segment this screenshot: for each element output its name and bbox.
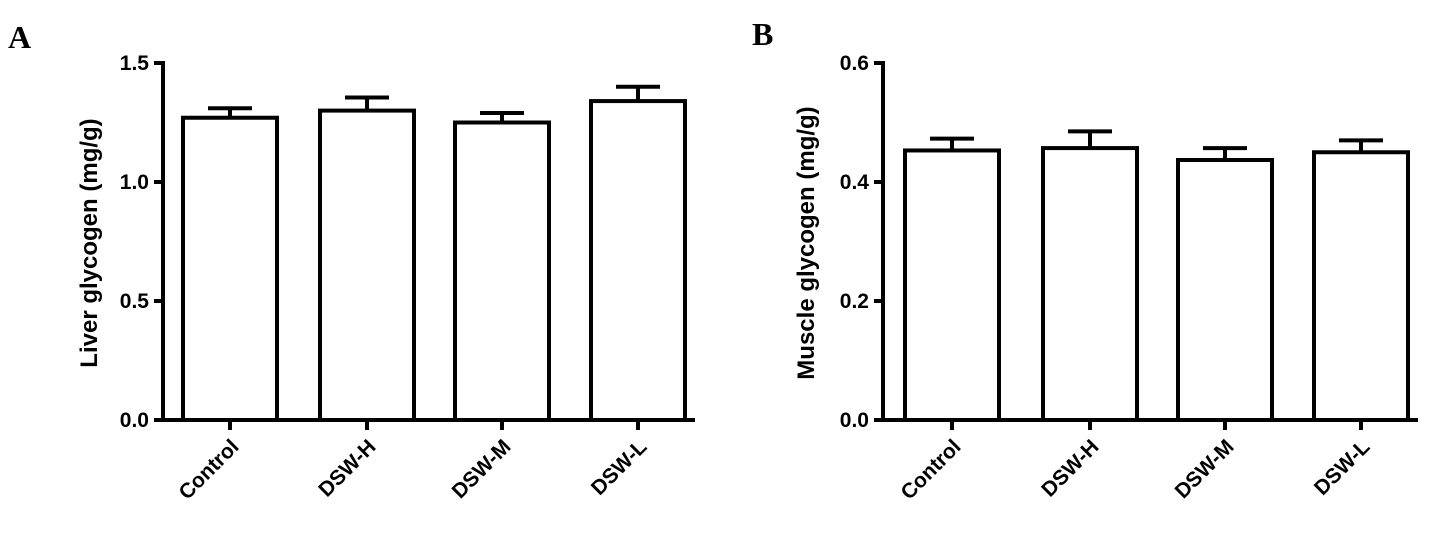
plot-area-b: 0.0 0.2 0.4 0.6 Control DSW-H DSW-M DSW-L: [840, 52, 1418, 504]
y-tick-label-a: 1.0: [120, 171, 149, 194]
bar-b-dsw-m: [1176, 157, 1274, 423]
y-axis-title-b: Muscle glycogen (mg/g): [793, 106, 820, 379]
bar-a-dsw-m: [453, 120, 551, 422]
y-tick-label-b: 0.2: [840, 290, 869, 313]
y-tick-label-b: 0.6: [840, 52, 869, 75]
x-tick-label-a: Control: [174, 435, 243, 504]
bar-b-dsw-h: [1041, 146, 1139, 423]
panel-letter-b: B: [752, 16, 773, 52]
y-tick-label-a: 0.0: [120, 409, 149, 432]
x-tick-label-b: DSW-L: [1310, 435, 1375, 500]
y-axis-title-a: Liver glycogen (mg/g): [76, 118, 103, 367]
x-tick-label-a: DSW-H: [314, 435, 380, 501]
x-tick-label-b: Control: [896, 435, 965, 504]
y-tick-label-b: 0.0: [840, 409, 869, 432]
bar-b-control: [903, 148, 1001, 422]
panel-b: B Muscle glycogen (mg/g) 0.0 0.2 0.4 0.6 Con…: [752, 16, 1418, 504]
panel-letter-a: A: [8, 19, 31, 55]
y-tick-label-b: 0.4: [840, 171, 870, 194]
y-tick-label-a: 0.5: [120, 290, 150, 313]
x-tick-label-a: DSW-M: [448, 435, 516, 503]
x-tick-label-b: DSW-M: [1171, 435, 1239, 503]
bar-a-control: [181, 115, 279, 423]
panel-a: A Liver glycogen (mg/g) 0.0 0.5 1.0 1.5 Cont…: [8, 19, 695, 504]
bar-a-dsw-l: [589, 99, 687, 423]
bar-b-dsw-l: [1312, 150, 1410, 422]
x-tick-label-a: DSW-L: [587, 435, 652, 500]
x-tick-label-b: DSW-H: [1037, 435, 1103, 501]
plot-area-a: 0.0 0.5 1.0 1.5 Control DSW-H DSW-M DSW-L: [120, 52, 695, 504]
y-tick-label-a: 1.5: [120, 52, 150, 75]
bar-a-dsw-h: [318, 108, 416, 422]
